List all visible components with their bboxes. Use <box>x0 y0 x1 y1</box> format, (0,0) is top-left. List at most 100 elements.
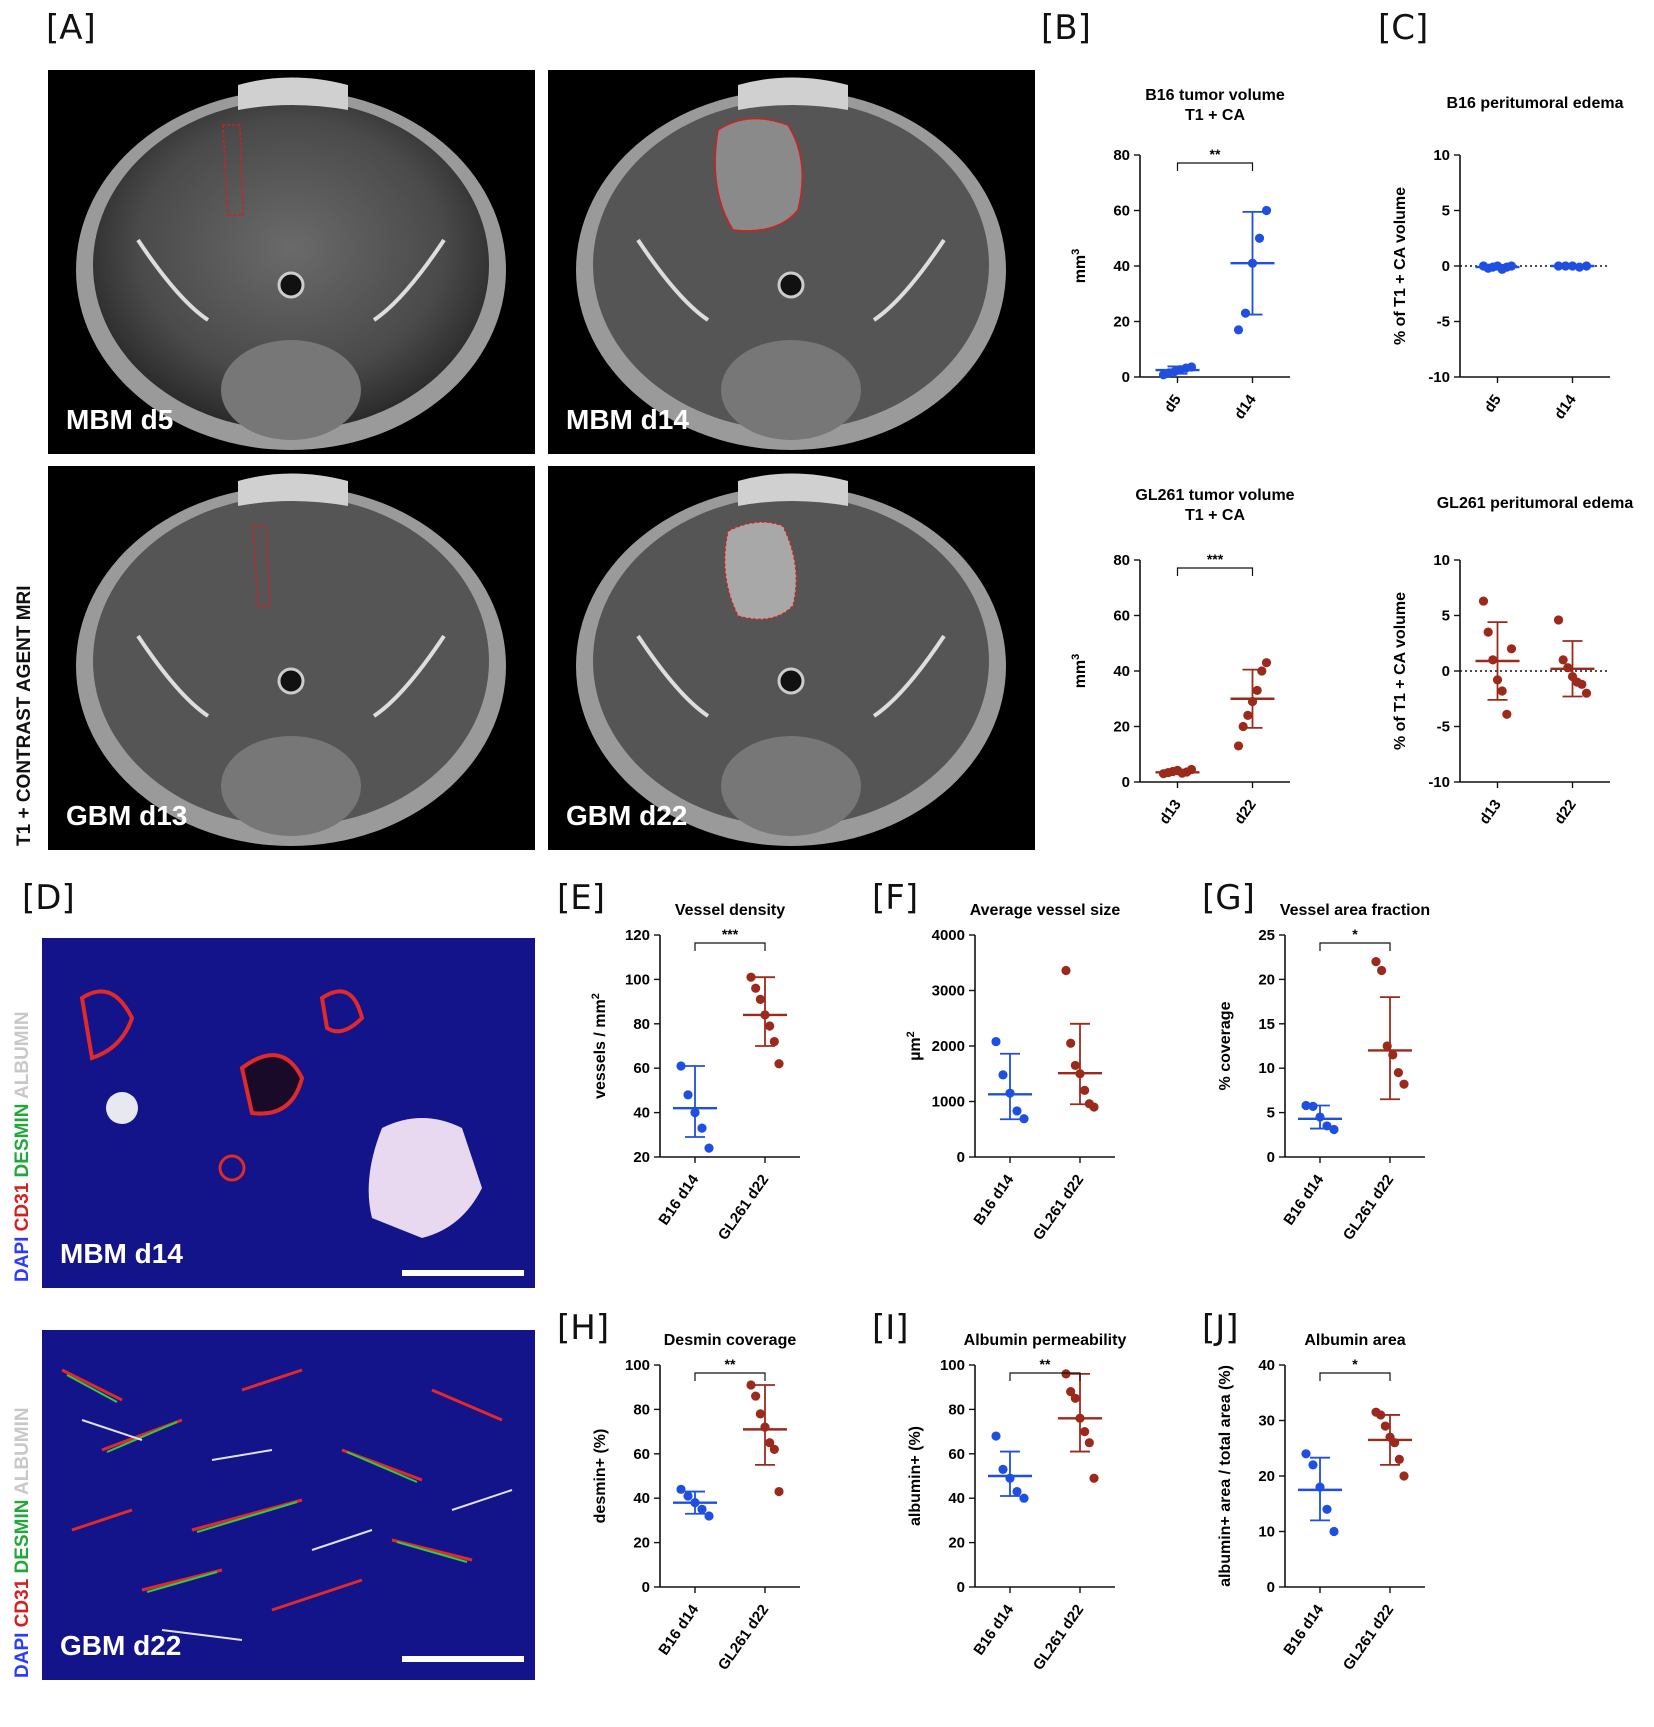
chart-vessel-size: Average vessel size 0 1000 2000 3000 4000 µm2 B… <box>890 890 1190 1290</box>
mri-scan-graphic <box>576 77 1006 450</box>
data-point <box>1261 658 1272 668</box>
chart-svg: Desmin coverage 0 20 40 60 80 100 desmin+ (%) B1… <box>592 1332 800 1673</box>
x-tick-label: B16 d14 <box>1280 1171 1327 1228</box>
y-tick-label: 4000 <box>932 927 965 944</box>
data-point <box>755 994 765 1004</box>
chart-title: T1 + CA <box>1185 507 1245 524</box>
y-tick-label: -10 <box>1428 774 1450 791</box>
micro-image-gbm-d22: GBM d22 <box>42 1330 535 1680</box>
micro-scan-graphic <box>42 1330 535 1680</box>
chart-svg: Albumin permeability 0 20 40 60 80 100 albumin+… <box>907 1332 1126 1674</box>
x-tick-label: GL261 d22 <box>1030 1602 1087 1674</box>
data-point <box>1377 965 1387 976</box>
y-axis-label: % of T1 + CA volume <box>1392 592 1409 750</box>
significance-label: * <box>1352 1356 1358 1372</box>
data-point <box>1066 1038 1076 1048</box>
y-tick-label: 20 <box>948 1535 965 1552</box>
data-point <box>1393 1068 1403 1078</box>
x-tick-label: d14 <box>1231 391 1260 422</box>
significance-bracket <box>1319 1372 1391 1381</box>
micro-scan-graphic <box>42 938 535 1288</box>
significance-bracket <box>1319 942 1391 951</box>
data-point <box>998 1464 1008 1474</box>
data-point <box>765 1021 775 1031</box>
data-point <box>676 1061 686 1071</box>
significance-label: * <box>1352 926 1358 942</box>
y-tick-label: 3000 <box>932 983 965 1000</box>
significance-label: *** <box>722 926 739 942</box>
chart-title: B16 peritumoral edema <box>1447 95 1624 112</box>
y-axis-label: vessels / mm2 <box>590 993 609 1099</box>
chart-svg: GL261 peritumoral edema -10 -5 0 5 10 % of T1 … <box>1392 495 1633 827</box>
y-tick-label: 60 <box>633 1446 650 1463</box>
stain-albumin: ALBUMIN <box>12 1407 33 1495</box>
y-tick-label: 0 <box>642 1579 650 1596</box>
data-point <box>697 1123 707 1133</box>
y-tick-label: 40 <box>1258 1357 1275 1374</box>
data-point <box>1254 233 1265 243</box>
chart-albumin-permeability: Albumin permeability 0 20 40 60 80 100 albumin+… <box>890 1320 1190 1720</box>
data-point <box>1084 1438 1094 1448</box>
data-point <box>1301 1100 1311 1111</box>
y-tick-label: 0 <box>1122 369 1130 386</box>
chart-title: Vessel area fraction <box>1280 902 1430 919</box>
mri-label: GBM d22 <box>566 800 688 831</box>
x-tick-label: B16 d14 <box>655 1171 702 1228</box>
data-point <box>1243 710 1253 720</box>
stain-desmin: DESMIN <box>12 1103 33 1178</box>
y-tick-label: 5 <box>1442 203 1450 220</box>
data-point <box>769 1036 779 1047</box>
chart-svg: Average vessel size 0 1000 2000 3000 4000 µm2 B… <box>905 902 1120 1243</box>
y-tick-label: -5 <box>1437 314 1450 331</box>
y-tick-label: 120 <box>625 927 650 944</box>
data-point <box>1483 627 1493 637</box>
data-point <box>1502 709 1512 719</box>
chart-svg: Albumin area 0 10 20 30 40 albumin+ area / tot… <box>1217 1332 1425 1673</box>
panel-label-c: [C] <box>1378 8 1429 48</box>
panel-label-e: [E] <box>557 878 606 918</box>
significance-bracket <box>694 942 766 951</box>
data-point <box>751 1391 761 1401</box>
x-tick-label: GL261 d22 <box>1340 1172 1397 1244</box>
data-point <box>1061 965 1071 976</box>
data-point <box>1308 1460 1318 1470</box>
y-tick-label: 20 <box>1258 971 1275 988</box>
stain-cd31: CD31 <box>12 1578 33 1628</box>
chart-b16-tumor-volume: B16 tumor volume T1 + CA 0 20 40 60 80 mm3 d5 d14… <box>1050 80 1350 440</box>
y-tick-label: 40 <box>633 1490 650 1507</box>
data-point <box>746 972 756 982</box>
y-axis-label: % of T1 + CA volume <box>1392 187 1409 345</box>
chart-vessel-density: Vessel density 20 40 60 80 100 120 vessels / mm… <box>590 890 875 1290</box>
data-point <box>774 1059 784 1069</box>
chart-title: Vessel density <box>675 902 785 919</box>
x-tick-label: d14 <box>1551 391 1580 422</box>
y-tick-label: 60 <box>1113 608 1130 625</box>
data-point <box>1257 666 1267 676</box>
y-axis-label: mm3 <box>1070 654 1089 689</box>
panel-label-i: [I] <box>872 1308 909 1348</box>
data-point <box>1371 957 1381 967</box>
y-tick-label: 80 <box>633 1401 650 1418</box>
data-point <box>1061 1369 1071 1379</box>
data-point <box>1019 1493 1029 1503</box>
stain-dapi: DAPI <box>12 1632 33 1678</box>
data-point <box>1380 1421 1390 1431</box>
data-point <box>683 1491 693 1501</box>
data-point <box>1329 1526 1339 1537</box>
stain-dapi: DAPI <box>12 1236 33 1282</box>
y-tick-label: 0 <box>957 1149 965 1166</box>
x-tick-label: d5 <box>1161 392 1185 416</box>
stain-albumin: ALBUMIN <box>12 1011 33 1099</box>
data-point <box>1506 644 1517 654</box>
panel-label-h: [H] <box>557 1308 610 1348</box>
y-tick-label: 20 <box>633 1149 650 1166</box>
data-point <box>1558 655 1568 665</box>
data-point <box>1089 1473 1099 1483</box>
data-point <box>1070 1393 1080 1403</box>
x-tick-label: d5 <box>1481 392 1505 416</box>
x-tick-label: B16 d14 <box>970 1601 1017 1658</box>
y-tick-label: 15 <box>1258 1016 1275 1033</box>
x-tick-label: B16 d14 <box>1280 1601 1327 1658</box>
mri-scan-graphic <box>576 473 1006 846</box>
data-point <box>991 1431 1001 1441</box>
